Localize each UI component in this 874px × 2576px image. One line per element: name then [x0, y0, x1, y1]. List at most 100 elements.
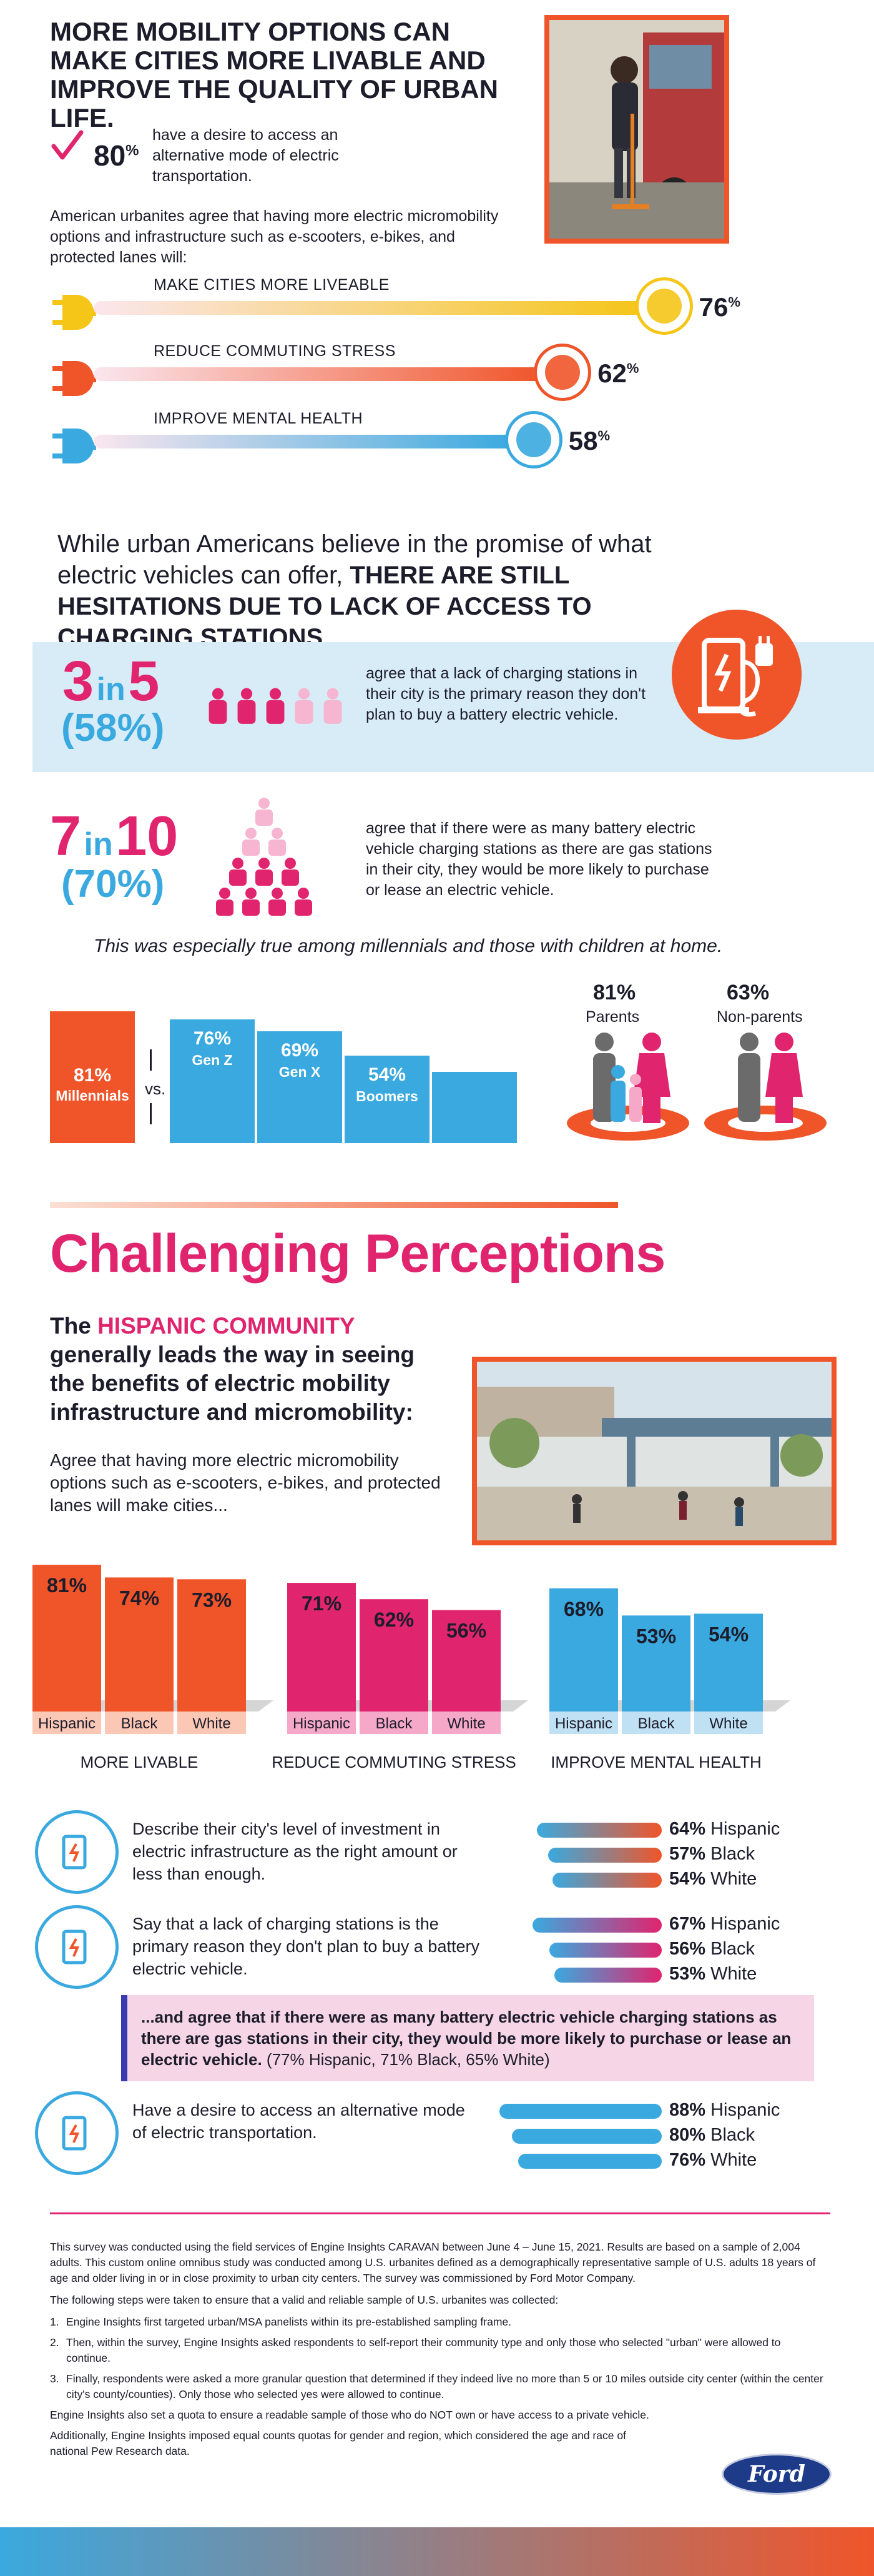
plug-icon	[52, 357, 96, 403]
chart-value-label: 56%	[446, 1620, 486, 1642]
bar-label: Gen X	[278, 1063, 321, 1080]
benefit-label: MAKE CITIES MORE LIVEABLE	[154, 276, 390, 294]
stat-80-text: have a desire to access an alternative m…	[152, 126, 339, 185]
scooter-photo	[544, 15, 729, 244]
demo-bar-label: 54% White	[669, 1869, 757, 1889]
vs-divider	[150, 1049, 152, 1071]
category-label: Black	[638, 1715, 675, 1732]
demo-bar-label: 57% Black	[669, 1844, 755, 1864]
category-tab	[287, 1712, 356, 1734]
chart-bar	[105, 1577, 174, 1712]
demo-bar	[549, 1943, 662, 1958]
benefit-label: IMPROVE MENTAL HEALTH	[154, 410, 363, 427]
demo-bar	[532, 1918, 662, 1933]
family-icon	[567, 1033, 827, 1141]
benefit-bar	[94, 301, 644, 315]
chart-bar	[32, 1565, 101, 1712]
bar-millennials	[50, 1011, 135, 1143]
category-label: Hispanic	[293, 1715, 350, 1732]
category-tab	[549, 1712, 618, 1734]
bar-gen-x	[257, 1031, 342, 1143]
benefit-value: 58%	[568, 426, 611, 455]
group-label: MORE LIVABLE	[81, 1753, 199, 1771]
demo-stat-text: Describe their city's level of investmen…	[132, 1820, 458, 1883]
chart-bar	[549, 1588, 618, 1712]
category-label: Hispanic	[555, 1715, 612, 1732]
chart-bar	[694, 1613, 763, 1712]
person-icon	[323, 688, 342, 724]
category-tab	[622, 1712, 690, 1734]
demo-bar	[499, 2104, 662, 2119]
demo-bar	[537, 1823, 662, 1838]
person-icon	[266, 688, 285, 724]
chart-bar	[432, 1610, 501, 1712]
brain-icon	[504, 411, 562, 468]
person-icon	[295, 888, 312, 916]
charging-station-badge	[668, 606, 805, 746]
demo-bar-label: 80% Black	[669, 2125, 755, 2145]
chart-value-label: 71%	[302, 1592, 341, 1615]
person-icon	[216, 888, 233, 916]
methodology-divider	[50, 2212, 830, 2214]
chart-value-label: 62%	[374, 1608, 414, 1631]
stat-3in5-pct: (58%)	[61, 706, 165, 750]
benefit-bar	[94, 435, 514, 448]
category-tab	[32, 1712, 101, 1734]
category-label: Hispanic	[38, 1715, 96, 1732]
bar-pct: 54%	[368, 1064, 406, 1085]
chart-bar	[177, 1579, 246, 1712]
demo-stat-text: Say that a lack of charging stations is …	[132, 1915, 479, 1978]
bar-label: Gen Z	[192, 1052, 233, 1069]
callout-box: ...and agree that if there were as many …	[121, 1995, 814, 2081]
demo-bar	[554, 1968, 662, 1983]
electric-car-icon	[35, 2091, 119, 2175]
chart-bar	[287, 1583, 356, 1712]
people-7-of-10	[216, 798, 312, 916]
benefit-value: 62%	[597, 359, 639, 388]
person-icon	[209, 688, 227, 724]
bar-pct: 44%	[455, 1081, 494, 1101]
millennials-note: This was especially true among millennia…	[94, 936, 723, 956]
bar-millennials-label: Millennials	[56, 1087, 129, 1104]
section-divider	[50, 1202, 618, 1208]
category-tab	[432, 1712, 501, 1734]
agree-text: Agree that having more electric micromob…	[50, 1450, 441, 1515]
bar-label: Boomers	[356, 1087, 418, 1104]
category-label: White	[192, 1715, 230, 1732]
chart-value-label: 73%	[192, 1588, 232, 1611]
people-3-of-5	[209, 688, 342, 724]
parents-label: Parents	[586, 1008, 640, 1026]
vs-label: vs.	[145, 1079, 166, 1098]
bar-pct: 76%	[193, 1028, 232, 1049]
demo-bar	[552, 1873, 662, 1888]
stat-7in10-text: agree that if there were as many battery…	[366, 820, 712, 899]
person-icon	[237, 688, 256, 724]
person-icon	[242, 828, 260, 856]
charging-station-icon	[35, 1905, 119, 1989]
benefits-lead: American urbanites agree that having mor…	[50, 207, 499, 266]
investment-icon	[35, 1810, 119, 1894]
person-icon	[229, 858, 247, 886]
nonparents-label: Non-parents	[717, 1008, 803, 1026]
bar-silent	[432, 1071, 517, 1143]
stat-7in10-fraction: 7 in 10	[50, 805, 179, 868]
demo-bar-label: 76% White	[669, 2150, 757, 2170]
section-title: Challenging Perceptions	[50, 1224, 665, 1284]
bar-pct: 69%	[280, 1039, 319, 1061]
bar-millennials-pct: 81%	[73, 1065, 112, 1086]
category-label: Black	[121, 1715, 159, 1732]
group-label: REDUCE COMMUTING STRESS	[272, 1753, 516, 1771]
benefit-value: 76%	[699, 292, 740, 322]
category-label: White	[447, 1715, 485, 1732]
chart-bar	[360, 1599, 428, 1712]
demo-bar-label: 56% Black	[669, 1939, 755, 1959]
demo-bar-label: 88% Hispanic	[669, 2100, 780, 2120]
person-icon	[268, 888, 286, 916]
demo-stat-text: Have a desire to access an alternative m…	[132, 2101, 465, 2142]
demo-bar	[518, 2154, 662, 2169]
nonparents-pct: 63%	[727, 981, 770, 1004]
plaza-photo	[472, 1357, 837, 1545]
person-icon	[242, 888, 260, 916]
group-label: IMPROVE MENTAL HEALTH	[551, 1753, 762, 1771]
person-icon	[255, 798, 273, 826]
